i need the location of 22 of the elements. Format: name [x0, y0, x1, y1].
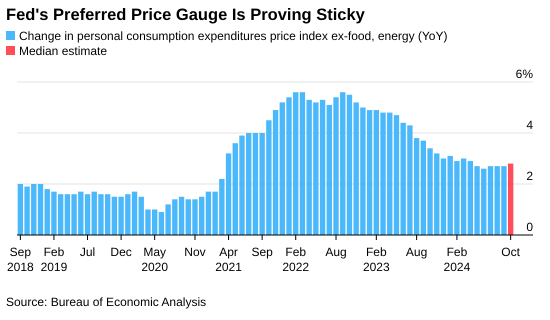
x-tick-label: Oct	[501, 245, 521, 259]
x-tick-label: Sep	[251, 245, 274, 259]
x-tick-label: May 2020	[141, 245, 168, 274]
x-tick-label: Apr 2021	[215, 245, 242, 274]
x-tick-label: Feb 2023	[362, 245, 390, 274]
y-tick-label: 6%	[516, 67, 534, 81]
legend-label: Change in personal consumption expenditures price index ex-food, energy (YoY)	[19, 29, 448, 43]
y-tick-label: 0	[526, 220, 534, 234]
y-tick-label: 2	[526, 169, 534, 183]
chart-title: Fed's Preferred Price Gauge Is Proving Sticky	[6, 6, 366, 24]
x-tick-label: Nov	[184, 245, 206, 259]
x-tick-label: Feb 2022	[282, 245, 310, 274]
y-tick-label: 4	[526, 118, 534, 132]
source-note: Source: Bureau of Economic Analysis	[6, 295, 206, 309]
x-tick-label: Jul	[80, 245, 96, 259]
legend-label: Median estimate	[19, 44, 108, 58]
x-tick-label: Feb 2019	[40, 245, 68, 274]
x-tick-label: Sep 2018	[7, 245, 34, 274]
x-tick-label: Dec	[110, 245, 132, 259]
x-tick-label: Feb 2024	[444, 245, 471, 274]
x-tick-label: Aug	[406, 245, 428, 259]
x-tick-label: Aug	[325, 245, 347, 259]
